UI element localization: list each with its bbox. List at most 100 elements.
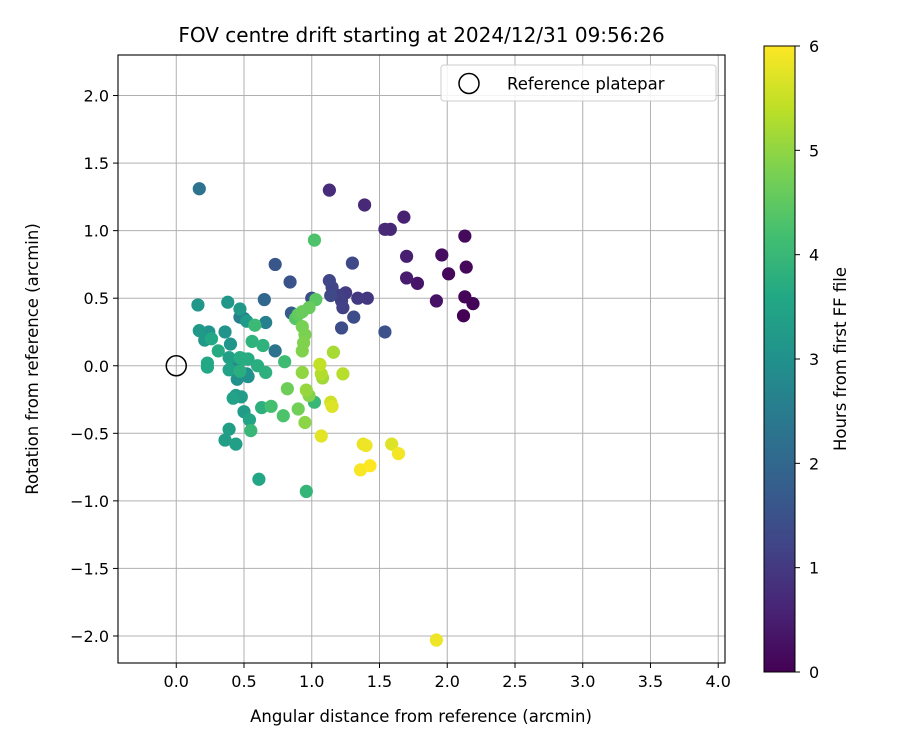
x-axis-ticks: 0.0 0.5 1.0 1.5 2.0 2.5 3.0 3.5 4.0 bbox=[164, 663, 731, 691]
x-tick-label: 0.5 bbox=[231, 672, 256, 691]
data-point bbox=[222, 363, 236, 377]
data-point bbox=[248, 318, 262, 332]
x-tick-label: 3.0 bbox=[570, 672, 595, 691]
colorbar-tick-label: 5 bbox=[809, 141, 819, 160]
y-axis-label: Rotation from reference (arcmin) bbox=[23, 223, 42, 495]
data-point bbox=[302, 301, 316, 315]
data-point bbox=[280, 382, 294, 396]
reference-platepar-marker bbox=[165, 355, 188, 377]
data-point bbox=[359, 438, 373, 453]
legend-entry-reference-platepar: Reference platepar bbox=[507, 75, 665, 94]
data-point bbox=[357, 198, 372, 212]
y-tick-label: −1.0 bbox=[70, 492, 109, 511]
data-point bbox=[218, 433, 232, 447]
data-point bbox=[191, 298, 205, 312]
data-point bbox=[299, 383, 313, 397]
colorbar: 0 1 2 3 4 5 6 Hours from first FF file bbox=[763, 37, 850, 682]
data-point bbox=[363, 459, 377, 473]
data-point bbox=[378, 325, 392, 339]
data-point bbox=[347, 310, 361, 324]
x-tick-label: 2.5 bbox=[502, 672, 527, 691]
reference-marker-layer bbox=[165, 355, 188, 377]
y-tick-label: 1.5 bbox=[84, 154, 109, 173]
legend-box bbox=[440, 64, 717, 102]
data-point bbox=[399, 249, 414, 263]
x-tick-label: 2.0 bbox=[435, 672, 460, 691]
data-point bbox=[192, 324, 206, 338]
colorbar-tick-label: 0 bbox=[809, 663, 819, 682]
data-point bbox=[233, 351, 247, 365]
data-point bbox=[385, 437, 399, 451]
colorbar-tick-label: 6 bbox=[809, 37, 819, 56]
data-point bbox=[222, 422, 236, 436]
data-point bbox=[397, 210, 411, 224]
data-point bbox=[360, 291, 374, 305]
data-point bbox=[276, 409, 290, 423]
data-point bbox=[410, 276, 425, 290]
data-point bbox=[399, 271, 414, 285]
data-point bbox=[458, 290, 472, 304]
y-tick-label: −0.5 bbox=[70, 424, 109, 443]
legend: Reference platepar bbox=[440, 64, 717, 102]
data-point bbox=[252, 472, 266, 486]
data-point bbox=[435, 248, 449, 262]
colorbar-ticks: 0 1 2 3 4 5 6 bbox=[795, 37, 819, 682]
y-tick-label: −2.0 bbox=[70, 627, 109, 646]
y-tick-label: 2.0 bbox=[84, 87, 109, 106]
colorbar-tick-label: 3 bbox=[809, 350, 819, 369]
data-point bbox=[324, 288, 338, 303]
x-tick-label: 0.0 bbox=[164, 672, 189, 691]
data-point bbox=[256, 338, 270, 353]
y-tick-label: 0.0 bbox=[84, 357, 109, 376]
x-tick-label: 4.0 bbox=[705, 672, 730, 691]
data-point bbox=[313, 357, 327, 372]
data-point bbox=[322, 274, 336, 288]
plot-frame bbox=[117, 54, 726, 664]
data-point bbox=[218, 325, 232, 339]
data-point bbox=[233, 302, 247, 316]
data-point bbox=[268, 257, 282, 272]
x-axis-label: Angular distance from reference (arcmin) bbox=[250, 707, 592, 726]
chart-title: FOV centre drift starting at 2024/12/31 … bbox=[178, 23, 664, 47]
data-point bbox=[211, 344, 225, 358]
data-point bbox=[226, 391, 240, 405]
data-point bbox=[291, 402, 305, 416]
x-tick-label: 1.5 bbox=[367, 672, 392, 691]
y-axis-ticks: −2.0 −1.5 −1.0 −0.5 0.0 0.5 1.0 1.5 2.0 bbox=[70, 87, 118, 646]
data-point bbox=[200, 360, 215, 374]
data-point bbox=[307, 233, 322, 247]
data-point bbox=[223, 337, 238, 351]
data-points bbox=[191, 182, 480, 647]
data-point bbox=[322, 183, 336, 197]
grid bbox=[118, 55, 725, 663]
data-point bbox=[336, 367, 350, 381]
data-point bbox=[391, 446, 406, 461]
data-point bbox=[326, 345, 341, 359]
data-point bbox=[278, 355, 292, 369]
data-point bbox=[299, 484, 313, 499]
data-point bbox=[192, 182, 206, 196]
data-point bbox=[334, 321, 349, 335]
data-point bbox=[458, 229, 472, 243]
data-point bbox=[257, 292, 271, 307]
data-point bbox=[351, 291, 365, 305]
data-point bbox=[259, 365, 273, 380]
data-point bbox=[242, 413, 257, 427]
data-point bbox=[264, 399, 278, 413]
data-point bbox=[314, 429, 328, 443]
data-point bbox=[429, 294, 444, 308]
data-point bbox=[283, 275, 297, 289]
data-point bbox=[378, 222, 392, 236]
legend-reference-marker bbox=[458, 72, 480, 95]
colorbar-gradient bbox=[763, 45, 796, 673]
colorbar-label: Hours from first FF file bbox=[831, 267, 850, 451]
data-point bbox=[245, 334, 259, 349]
data-point bbox=[204, 332, 219, 346]
data-point bbox=[268, 344, 282, 358]
y-tick-label: 1.0 bbox=[84, 222, 109, 241]
data-point bbox=[456, 309, 471, 323]
data-point bbox=[336, 301, 350, 315]
data-point bbox=[295, 365, 309, 380]
data-point bbox=[229, 437, 243, 451]
